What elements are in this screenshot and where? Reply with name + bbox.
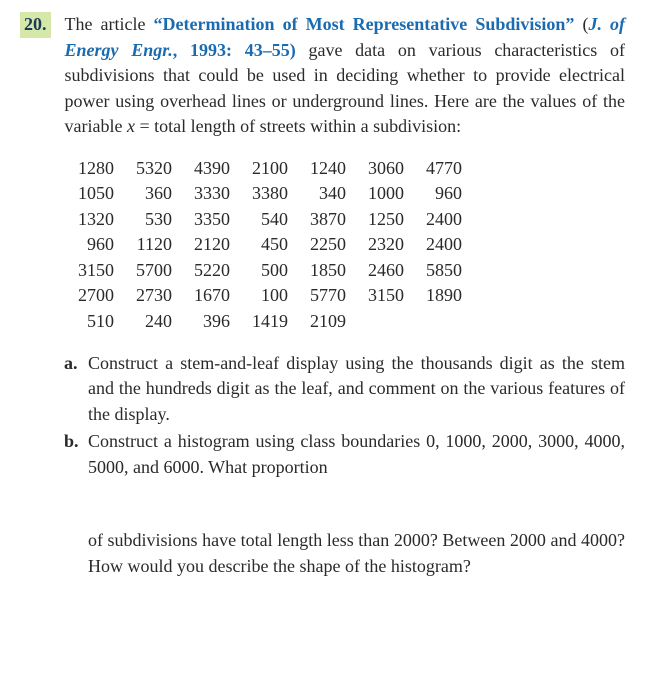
data-cell: 1280: [64, 156, 122, 182]
data-cell: 240: [122, 309, 180, 335]
data-cell: 360: [122, 181, 180, 207]
part-b-continuation: of subdivisions have total length less t…: [88, 528, 625, 579]
data-cell: 1850: [296, 258, 354, 284]
table-row: 270027301670100577031501890: [64, 283, 470, 309]
data-table-wrapper: 1280532043902100124030604770105036033303…: [64, 156, 625, 335]
data-cell: 2700: [64, 283, 122, 309]
data-cell: 100: [238, 283, 296, 309]
intro-post2: = total length of streets within a subdi…: [135, 116, 461, 136]
data-cell: 530: [122, 207, 180, 233]
question-number: 20.: [20, 12, 51, 38]
data-cell: 5850: [412, 258, 470, 284]
data-cell: 1419: [238, 309, 296, 335]
data-cell: 2250: [296, 232, 354, 258]
data-cell: 3150: [354, 283, 412, 309]
data-cell: 4390: [180, 156, 238, 182]
journal-open: (: [574, 14, 588, 34]
data-cell: 1120: [122, 232, 180, 258]
data-cell: 1000: [354, 181, 412, 207]
data-cell: 1890: [412, 283, 470, 309]
table-row: 51024039614192109: [64, 309, 470, 335]
data-cell: 3870: [296, 207, 354, 233]
data-cell: 4770: [412, 156, 470, 182]
data-cell: 500: [238, 258, 296, 284]
data-cell: 450: [238, 232, 296, 258]
data-cell: 1250: [354, 207, 412, 233]
part-a-text: Construct a stem-and-leaf display using …: [88, 351, 625, 428]
data-cell: 1050: [64, 181, 122, 207]
data-cell: 5770: [296, 283, 354, 309]
data-cell: [412, 309, 470, 335]
data-cell: 2100: [238, 156, 296, 182]
table-row: 13205303350540387012502400: [64, 207, 470, 233]
article-title: “Determination of Most Representative Su…: [154, 14, 575, 34]
intro-pre: The article: [65, 14, 154, 34]
data-cell: 396: [180, 309, 238, 335]
part-b-text: Construct a histogram using class bounda…: [88, 429, 625, 480]
data-cell: 3380: [238, 181, 296, 207]
data-cell: 2120: [180, 232, 238, 258]
data-cell: 960: [412, 181, 470, 207]
table-row: 315057005220500185024605850: [64, 258, 470, 284]
data-cell: 2730: [122, 283, 180, 309]
variable-x: x: [127, 116, 135, 136]
data-cell: 960: [64, 232, 122, 258]
data-cell: 1670: [180, 283, 238, 309]
table-row: 96011202120450225023202400: [64, 232, 470, 258]
data-cell: 5220: [180, 258, 238, 284]
data-cell: 510: [64, 309, 122, 335]
journal-issue: , 1993: 43–55): [173, 40, 296, 60]
data-cell: 340: [296, 181, 354, 207]
part-b-label: b.: [64, 429, 88, 455]
data-cell: 3150: [64, 258, 122, 284]
data-cell: 2400: [412, 232, 470, 258]
data-cell: 540: [238, 207, 296, 233]
data-cell: [354, 309, 412, 335]
data-cell: 3330: [180, 181, 238, 207]
data-cell: 2320: [354, 232, 412, 258]
table-row: 1050360333033803401000960: [64, 181, 470, 207]
part-a-label: a.: [64, 351, 88, 377]
data-cell: 5700: [122, 258, 180, 284]
data-cell: 2460: [354, 258, 412, 284]
data-cell: 5320: [122, 156, 180, 182]
table-row: 1280532043902100124030604770: [64, 156, 470, 182]
data-cell: 2109: [296, 309, 354, 335]
data-table: 1280532043902100124030604770105036033303…: [64, 156, 470, 335]
data-cell: 3350: [180, 207, 238, 233]
data-cell: 3060: [354, 156, 412, 182]
data-cell: 1240: [296, 156, 354, 182]
data-cell: 1320: [64, 207, 122, 233]
intro-paragraph: The article “Determination of Most Repre…: [65, 12, 626, 140]
data-cell: 2400: [412, 207, 470, 233]
